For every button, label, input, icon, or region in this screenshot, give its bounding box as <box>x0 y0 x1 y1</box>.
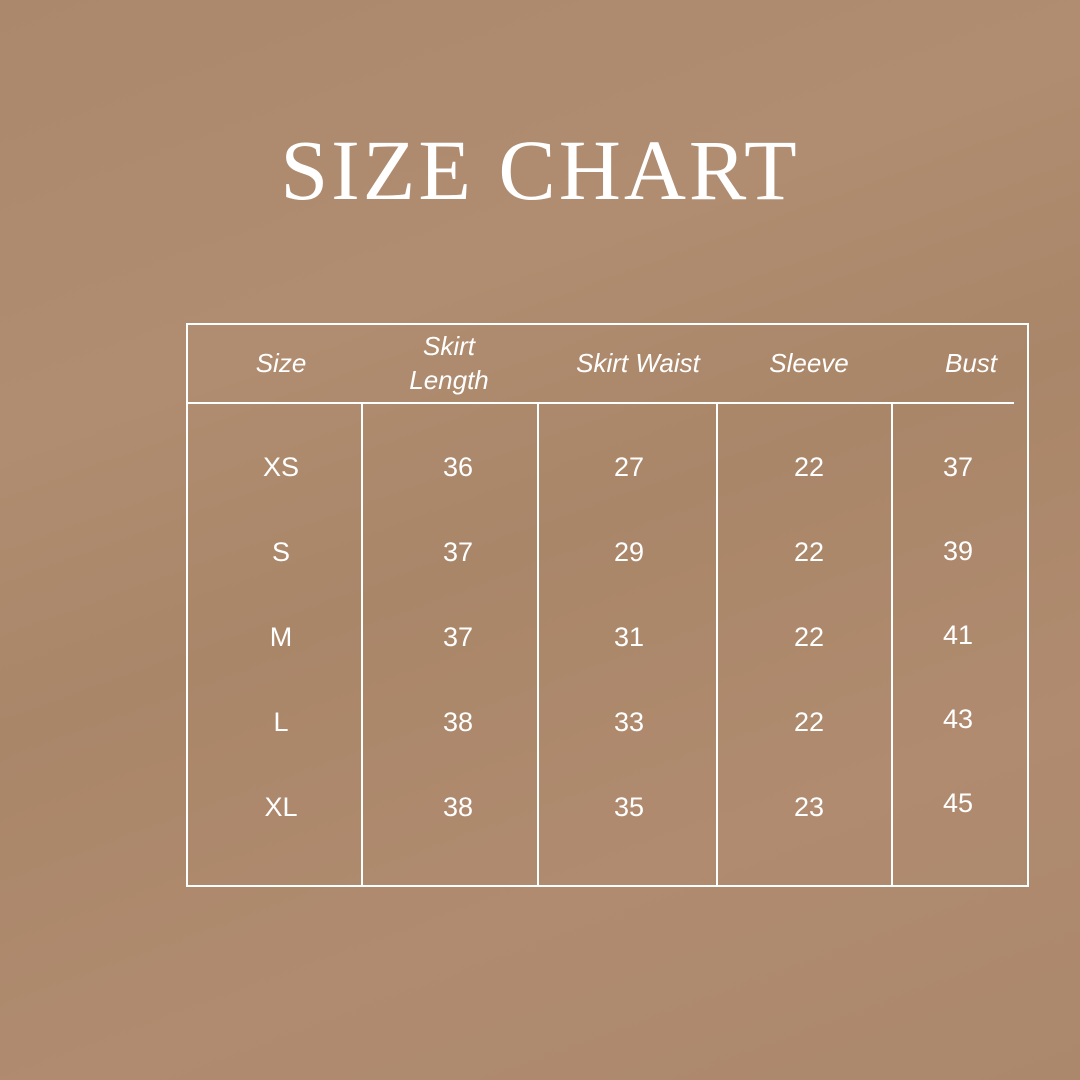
table-cell: 37 <box>442 622 474 652</box>
table-cell: 37 <box>442 537 474 567</box>
table-cell: 45 <box>942 788 974 818</box>
table-cell: 39 <box>942 536 974 566</box>
table-cell: 23 <box>793 792 825 822</box>
table-cell: 43 <box>942 704 974 734</box>
table-cell: 27 <box>613 452 645 482</box>
page-title: SIZE CHART <box>280 122 800 218</box>
column-header: Sleeve <box>769 348 849 378</box>
table-cell: L <box>273 707 289 737</box>
size-table-border <box>186 323 1029 887</box>
table-cell: XL <box>264 792 298 822</box>
column-divider <box>537 403 539 885</box>
column-header: Skirt Waist <box>576 348 700 378</box>
header-divider <box>186 402 1014 404</box>
table-cell: 31 <box>613 622 645 652</box>
table-cell: 22 <box>793 537 825 567</box>
table-cell: 22 <box>793 452 825 482</box>
table-cell: 33 <box>613 707 645 737</box>
table-cell: 38 <box>442 792 474 822</box>
column-header: Skirt Length <box>409 331 489 395</box>
table-cell: 37 <box>942 452 974 482</box>
column-divider <box>891 403 893 885</box>
column-divider <box>716 403 718 885</box>
column-divider <box>361 403 363 885</box>
table-cell: 35 <box>613 792 645 822</box>
column-header: Bust <box>944 348 998 378</box>
table-cell: 22 <box>793 707 825 737</box>
table-cell: 38 <box>442 707 474 737</box>
table-cell: S <box>271 537 290 567</box>
table-cell: M <box>269 622 293 652</box>
table-cell: XS <box>262 452 300 482</box>
table-cell: 36 <box>442 452 474 482</box>
column-header: Size <box>255 348 307 378</box>
table-cell: 22 <box>793 622 825 652</box>
table-cell: 29 <box>613 537 645 567</box>
table-cell: 41 <box>942 620 974 650</box>
